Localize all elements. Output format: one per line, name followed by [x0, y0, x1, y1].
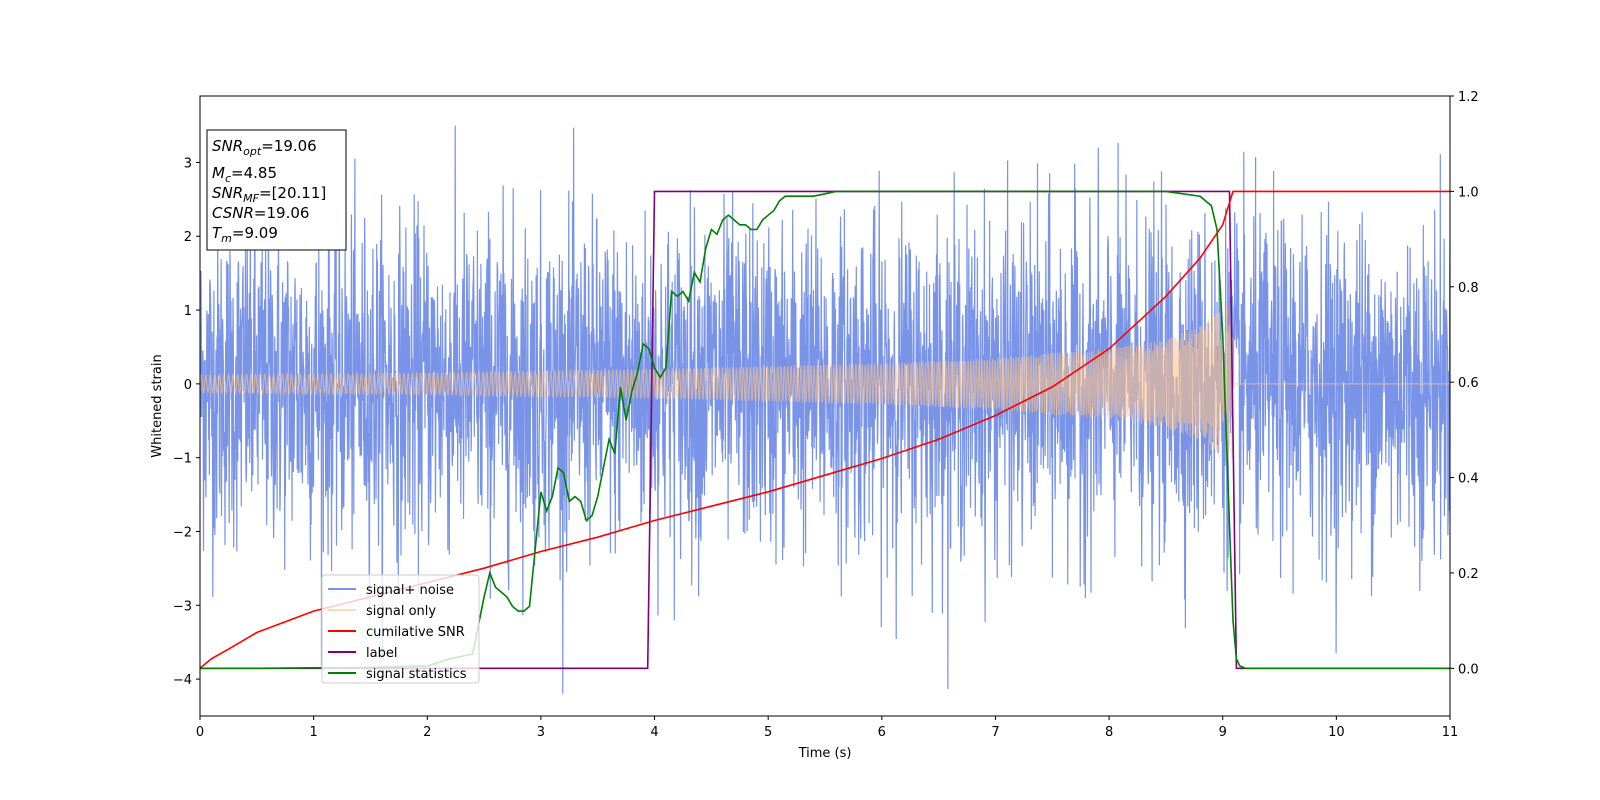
stats-annotation-box: SNRopt=19.06 Mc=4.85 SNRMF=[20.11] CSNR=…	[206, 129, 347, 251]
y-tick-label: −2	[173, 525, 192, 540]
x-tick-label: 3	[537, 725, 545, 740]
plot-frame	[199, 95, 1451, 717]
x-tick-label: 8	[1105, 725, 1113, 740]
x-tick-label: 4	[650, 725, 658, 740]
x-tick-label: 7	[991, 725, 999, 740]
legend-item: label	[328, 646, 397, 661]
legend-frame	[321, 574, 480, 684]
y2-tick-label: 1.2	[1458, 90, 1479, 105]
legend-label: signal only	[366, 604, 436, 619]
y-tick-label: 0	[184, 378, 192, 393]
annotation-snr-opt: SNRopt=19.06	[212, 137, 317, 158]
x-tick-label: 9	[1219, 725, 1227, 740]
y-tick-label: 1	[184, 304, 192, 319]
y2-tick-label: 0.2	[1458, 567, 1479, 582]
legend-item: signal+ noise	[328, 583, 454, 598]
x-tick-label: 11	[1442, 725, 1459, 740]
x-axis-label: Time (s)	[798, 746, 852, 761]
x-tick-label: 6	[878, 725, 886, 740]
y-tick-label: −1	[173, 452, 192, 467]
annotation-tm: Tm=9.09	[212, 224, 278, 245]
legend-label: cumilative SNR	[366, 625, 465, 640]
legend: signal+ noise signal only cumilative SNR la…	[321, 574, 480, 684]
annotation-snr-mf: SNRMF=[20.11]	[212, 184, 326, 205]
y-tick-label: 2	[184, 230, 192, 245]
y-axis-label: Whitened strain	[150, 354, 165, 457]
axes: 0 1 2 3 4 5 6 7 8 9 10 11 −4 −3 −2 −1 0 1 2 3 0.0 0.2 0.4 0.6 0.…	[173, 90, 1479, 740]
y2-tick-label: 0.8	[1458, 281, 1479, 296]
y2-tick-label: 0.4	[1458, 472, 1479, 487]
legend-label: signal statistics	[366, 667, 467, 682]
y2-tick-label: 0.6	[1458, 376, 1479, 391]
y-tick-label: −3	[173, 599, 192, 614]
y-tick-label: 3	[184, 156, 192, 171]
x-tick-label: 2	[423, 725, 431, 740]
legend-item: signal statistics	[328, 667, 467, 682]
x-tick-label: 5	[764, 725, 772, 740]
series-signal-only	[200, 303, 1450, 464]
legend-item: cumilative SNR	[328, 625, 465, 640]
legend-label: signal+ noise	[366, 583, 454, 598]
legend-item: signal only	[328, 604, 436, 619]
y-tick-label: −4	[173, 673, 192, 688]
plot-area	[200, 125, 1450, 694]
x-tick-label: 1	[309, 725, 317, 740]
series-cumulative-snr	[200, 190, 1450, 669]
annotation-frame	[206, 129, 347, 251]
x-tick-label: 10	[1328, 725, 1345, 740]
legend-label: label	[366, 646, 397, 661]
annotation-csnr: CSNR=19.06	[212, 204, 309, 222]
annotation-mc: Mc=4.85	[212, 164, 277, 185]
x-tick-label: 0	[196, 725, 204, 740]
y2-tick-label: 1.0	[1458, 185, 1479, 200]
series-signal-statistics	[200, 190, 1450, 670]
y2-tick-label: 0.0	[1458, 662, 1479, 677]
